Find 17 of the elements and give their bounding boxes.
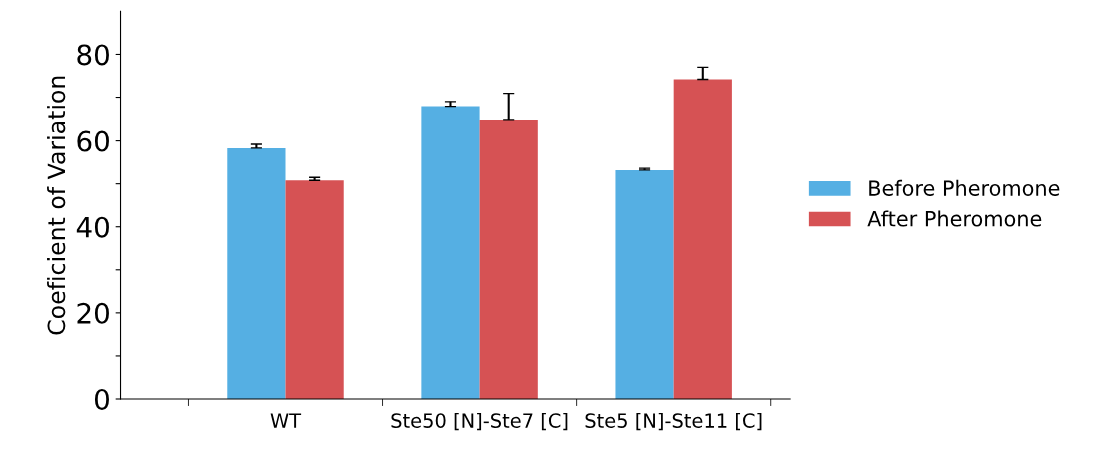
y-tick-label: 80 (77, 44, 109, 66)
x-tick-label: Ste5 [N]-Ste11 [C] (585, 412, 762, 431)
bar (673, 79, 732, 399)
y-tick-label: 40 (76, 216, 109, 238)
y-tick-label: 20 (77, 302, 109, 324)
legend-label: Before Pheromone (869, 179, 1060, 196)
bar (615, 169, 674, 399)
y-tick-label: 0 (94, 388, 109, 410)
x-tick-label: WT (270, 413, 302, 428)
bar (227, 147, 286, 399)
bar (479, 119, 538, 399)
y-tick-label: 60 (77, 130, 109, 152)
legend-label: After Pheromone (867, 210, 1042, 227)
y-axis-title: Coeficient of Variation (47, 76, 66, 335)
bar (285, 180, 344, 399)
bar (421, 106, 480, 399)
x-tick-label: Ste50 [N]-Ste7 [C] (391, 412, 568, 431)
